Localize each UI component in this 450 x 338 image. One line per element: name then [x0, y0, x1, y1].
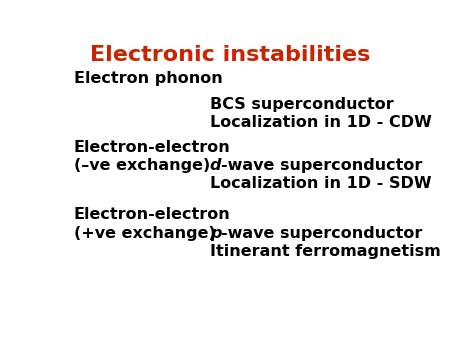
Text: (–ve exchange): (–ve exchange)	[74, 158, 210, 173]
Text: d: d	[210, 158, 221, 173]
Text: Localization in 1D - SDW: Localization in 1D - SDW	[210, 176, 431, 191]
Text: Electronic instabilities: Electronic instabilities	[90, 45, 371, 65]
Text: Itinerant ferromagnetism: Itinerant ferromagnetism	[210, 244, 441, 259]
Text: Electron-electron: Electron-electron	[74, 208, 230, 222]
Text: p: p	[210, 226, 221, 241]
Text: -wave superconductor: -wave superconductor	[221, 226, 423, 241]
Text: Electron-electron: Electron-electron	[74, 140, 230, 155]
Text: Electron phonon: Electron phonon	[74, 71, 222, 86]
Text: BCS superconductor: BCS superconductor	[210, 97, 393, 112]
Text: (+ve exchange): (+ve exchange)	[74, 226, 216, 241]
Text: -wave superconductor: -wave superconductor	[221, 158, 423, 173]
Text: Localization in 1D - CDW: Localization in 1D - CDW	[210, 115, 432, 130]
